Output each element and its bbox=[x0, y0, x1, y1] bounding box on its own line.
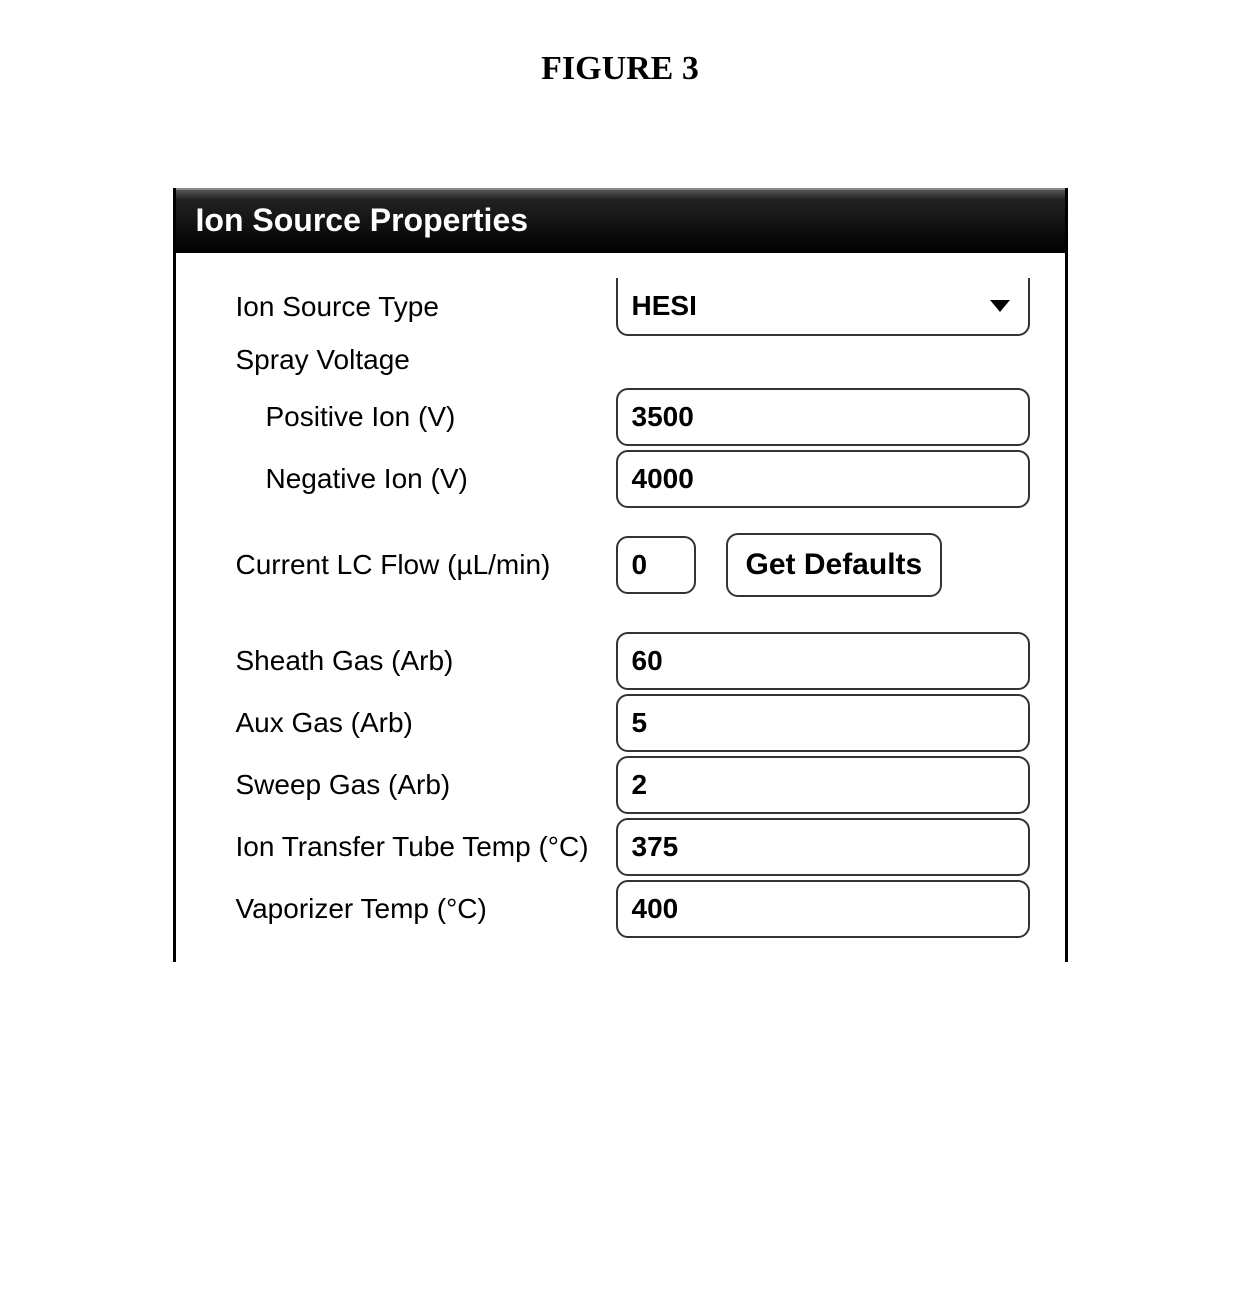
label-current-lc-flow: Current LC Flow (µL/min) bbox=[236, 549, 616, 581]
row-aux-gas: Aux Gas (Arb) 5 bbox=[236, 694, 1030, 752]
label-sweep-gas: Sweep Gas (Arb) bbox=[236, 769, 616, 801]
sheath-gas-value: 60 bbox=[632, 645, 663, 677]
ion-source-properties-panel: Ion Source Properties Ion Source Type HE… bbox=[173, 188, 1068, 962]
sweep-gas-value: 2 bbox=[632, 769, 648, 801]
chevron-down-icon bbox=[990, 300, 1010, 312]
vaporizer-temp-value: 400 bbox=[632, 893, 679, 925]
label-positive-ion: Positive Ion (V) bbox=[236, 401, 616, 433]
label-ion-transfer-tube-temp: Ion Transfer Tube Temp (°C) bbox=[236, 831, 616, 863]
get-defaults-button[interactable]: Get Defaults bbox=[726, 533, 943, 597]
ion-source-type-value: HESI bbox=[632, 290, 697, 322]
figure-title: FIGURE 3 bbox=[0, 50, 1240, 88]
row-positive-ion: Positive Ion (V) 3500 bbox=[236, 388, 1030, 446]
sweep-gas-input[interactable]: 2 bbox=[616, 756, 1030, 814]
panel-title: Ion Source Properties bbox=[176, 188, 1065, 253]
row-vaporizer-temp: Vaporizer Temp (°C) 400 bbox=[236, 880, 1030, 938]
label-vaporizer-temp: Vaporizer Temp (°C) bbox=[236, 893, 616, 925]
label-sheath-gas: Sheath Gas (Arb) bbox=[236, 645, 616, 677]
row-ion-transfer-tube-temp: Ion Transfer Tube Temp (°C) 375 bbox=[236, 818, 1030, 876]
negative-ion-input[interactable]: 4000 bbox=[616, 450, 1030, 508]
ion-transfer-tube-temp-value: 375 bbox=[632, 831, 679, 863]
current-lc-flow-input[interactable]: 0 bbox=[616, 536, 696, 594]
row-negative-ion: Negative Ion (V) 4000 bbox=[236, 450, 1030, 508]
row-sheath-gas: Sheath Gas (Arb) 60 bbox=[236, 632, 1030, 690]
positive-ion-input[interactable]: 3500 bbox=[616, 388, 1030, 446]
negative-ion-value: 4000 bbox=[632, 463, 694, 495]
current-lc-flow-value: 0 bbox=[632, 549, 648, 581]
panel-body: Ion Source Type HESI Spray Voltage Posit… bbox=[176, 253, 1065, 962]
label-negative-ion: Negative Ion (V) bbox=[236, 463, 616, 495]
label-ion-source-type: Ion Source Type bbox=[236, 291, 616, 323]
aux-gas-input[interactable]: 5 bbox=[616, 694, 1030, 752]
aux-gas-value: 5 bbox=[632, 707, 648, 739]
row-sweep-gas: Sweep Gas (Arb) 2 bbox=[236, 756, 1030, 814]
row-ion-source-type: Ion Source Type HESI bbox=[236, 278, 1030, 336]
label-aux-gas: Aux Gas (Arb) bbox=[236, 707, 616, 739]
ion-source-type-select[interactable]: HESI bbox=[616, 278, 1030, 336]
sheath-gas-input[interactable]: 60 bbox=[616, 632, 1030, 690]
label-spray-voltage: Spray Voltage bbox=[236, 344, 616, 376]
vaporizer-temp-input[interactable]: 400 bbox=[616, 880, 1030, 938]
positive-ion-value: 3500 bbox=[632, 401, 694, 433]
ion-transfer-tube-temp-input[interactable]: 375 bbox=[616, 818, 1030, 876]
row-spray-voltage-header: Spray Voltage bbox=[236, 340, 1030, 380]
row-current-lc-flow: Current LC Flow (µL/min) 0 Get Defaults bbox=[236, 533, 1030, 597]
